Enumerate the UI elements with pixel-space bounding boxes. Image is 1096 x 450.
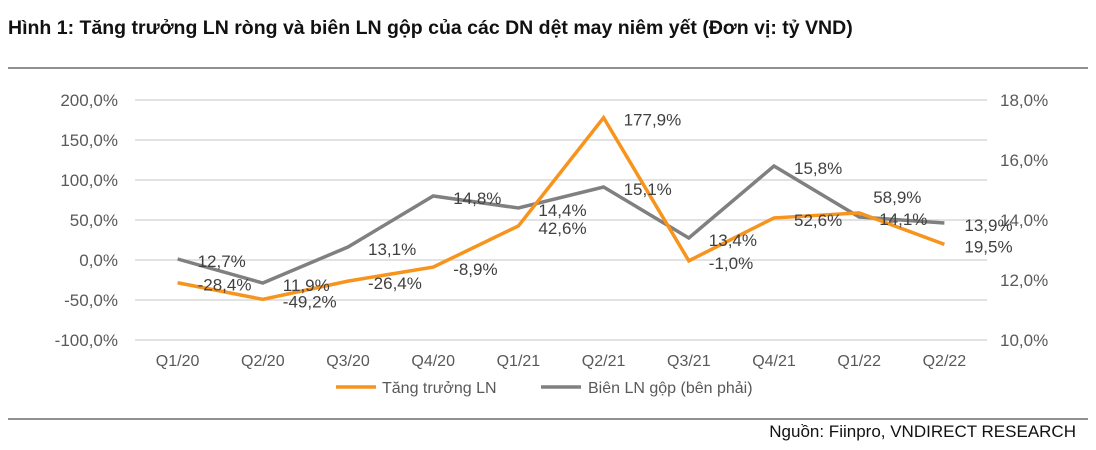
x-axis-tick: Q2/22 [923,353,967,370]
right-axis-tick: 10,0% [1000,331,1048,350]
data-label: 177,9% [624,111,682,130]
data-label: 12,7% [198,252,246,271]
x-axis-tick: Q3/20 [326,353,370,370]
data-label: 13,1% [368,240,416,259]
data-label: -26,4% [368,274,422,293]
series-line-gross-margin [177,163,945,285]
data-label: 14,4% [538,201,586,220]
right-axis-tick: 18,0% [1000,91,1048,110]
data-label: 15,1% [624,180,672,199]
right-axis-tick: 16,0% [1000,151,1048,170]
x-axis-tick: Q2/20 [241,353,285,370]
data-label: -28,4% [198,276,252,295]
data-label: 13,4% [709,231,757,250]
x-axis-tick: Q1/20 [156,353,200,370]
left-axis-tick: 0,0% [79,251,118,270]
data-label: 14,1% [879,210,927,229]
data-label: -1,0% [709,254,753,273]
x-axis-tick: Q3/21 [667,353,711,370]
right-axis-tick: 12,0% [1000,271,1048,290]
figure-title: Hình 1: Tăng trưởng LN ròng và biên LN g… [8,17,853,39]
data-label: -49,2% [283,292,337,311]
legend-label: Tăng trưởng LN [382,380,497,397]
right-axis-tick: 14,0% [1000,211,1048,230]
x-axis-tick: Q4/21 [752,353,796,370]
x-axis-tick: Q1/22 [837,353,881,370]
series-line-profit-growth [177,114,946,302]
left-axis-tick: -50,0% [64,291,118,310]
source-note: Nguồn: Fiinpro, VNDIRECT RESEARCH [769,422,1076,441]
data-label: 14,8% [453,189,501,208]
data-label: 52,6% [794,211,842,230]
left-axis-tick: 50,0% [70,211,118,230]
data-label: 19,5% [964,237,1012,256]
x-axis-tick: Q4/20 [411,353,455,370]
left-axis-tick: 100,0% [60,171,118,190]
data-label: 13,9% [964,216,1012,235]
x-axis-tick: Q1/21 [497,353,541,370]
data-label: 15,8% [794,159,842,178]
data-label: -8,9% [453,260,497,279]
data-label: 58,9% [873,188,921,207]
left-axis-tick: -100,0% [55,331,118,350]
x-axis-tick: Q2/21 [582,353,626,370]
left-axis-tick: 200,0% [60,91,118,110]
legend-label: Biên LN gộp (bên phải) [588,380,753,397]
data-label: 42,6% [538,219,586,238]
left-axis-tick: 150,0% [60,131,118,150]
data-label: 11,9% [283,276,330,295]
